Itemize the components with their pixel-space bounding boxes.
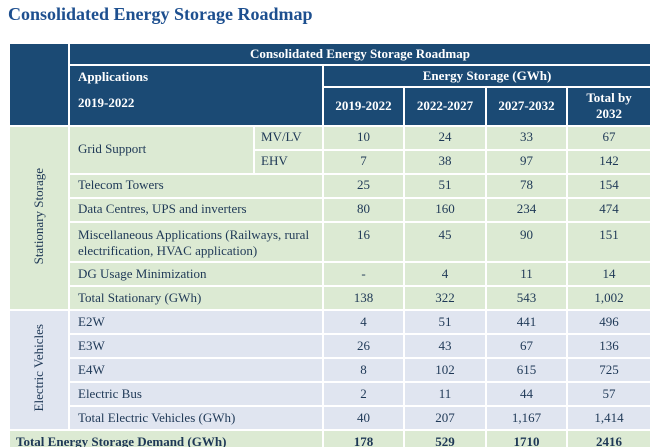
table-row: E4W 8 102 615 725 [9, 357, 653, 384]
value-cell: 24 [403, 124, 487, 151]
grand-total-value: 178 [322, 429, 405, 447]
value-cell: 33 [485, 124, 568, 151]
value-cell: 97 [485, 148, 568, 175]
table-row: E3W 26 43 67 136 [9, 333, 653, 360]
value-cell: 207 [403, 405, 487, 432]
value-cell: 67 [565, 124, 653, 151]
value-cell: 142 [565, 148, 653, 175]
value-cell: 322 [403, 285, 487, 312]
table-header-row-groups: Applications 2019-2022 Energy Storage (G… [9, 63, 653, 127]
app-label-cell: Miscellaneous Applications (Railways, ru… [68, 220, 324, 264]
value-cell: 234 [485, 196, 568, 223]
value-cell: 26 [322, 333, 405, 360]
grand-total-value: 529 [403, 429, 487, 447]
value-cell: 615 [485, 357, 568, 384]
value-cell: 40 [322, 405, 405, 432]
value-cell: 51 [403, 309, 487, 336]
value-cell: - [322, 261, 405, 288]
table-row: Total Stationary (GWh) 138 322 543 1,002 [9, 285, 653, 312]
value-cell: 4 [322, 309, 405, 336]
grand-total-label: Total Energy Storage Demand (GWh) [8, 429, 324, 447]
stationary-storage-vertical-label: Stationary Storage [30, 167, 46, 264]
value-cell: 11 [485, 261, 568, 288]
value-cell: 474 [565, 196, 653, 223]
section-label-electric-vehicles: Electric Vehicles [8, 309, 70, 432]
value-cell: 51 [403, 172, 487, 199]
app-label-cell: Telecom Towers [68, 172, 324, 199]
header-energy-storage: Energy Storage (GWh) [321, 63, 653, 89]
value-cell: 43 [403, 333, 487, 360]
electric-vehicles-vertical-label: Electric Vehicles [30, 324, 46, 412]
sub-label-cell: MV/LV [253, 124, 324, 151]
value-cell: 102 [403, 357, 487, 384]
app-label-cell: E3W [68, 333, 324, 360]
app-label-cell: E2W [68, 309, 324, 336]
header-corner-cell [8, 41, 70, 127]
app-label-cell: Grid Support [68, 124, 255, 175]
table-row: Electric Vehicles E2W 4 51 441 496 [8, 309, 653, 432]
applications-label: Applications [78, 68, 149, 84]
value-cell: 136 [565, 333, 653, 360]
period-column-header: 2019-2022 [322, 86, 405, 127]
value-cell: 725 [565, 357, 653, 384]
value-cell: 16 [322, 220, 405, 264]
app-label-cell: Data Centres, UPS and inverters [68, 196, 324, 223]
energy-storage-roadmap-table: Consolidated Energy Storage Roadmap Appl… [8, 41, 653, 447]
value-cell: 45 [403, 220, 487, 264]
period-column-header: Total by 2032 [565, 86, 653, 127]
header-applications-cell: Applications 2019-2022 [68, 63, 324, 127]
value-cell: 543 [485, 285, 568, 312]
table-row: Miscellaneous Applications (Railways, ru… [9, 220, 653, 264]
app-label-cell: Total Stationary (GWh) [68, 285, 324, 312]
value-cell: 160 [403, 196, 487, 223]
value-cell: 1,167 [485, 405, 568, 432]
value-cell: 78 [485, 172, 568, 199]
value-cell: 38 [403, 148, 487, 175]
app-label-cell: DG Usage Minimization [68, 261, 324, 288]
table-row: Telecom Towers 25 51 78 154 [9, 172, 653, 199]
table-header-row-periods: 2019-2022 2022-2027 2027-2032 Total by 2… [9, 86, 653, 127]
table-caption: Consolidated Energy Storage Roadmap [67, 41, 653, 66]
table-row: Data Centres, UPS and inverters 80 160 2… [9, 196, 653, 223]
value-cell: 80 [322, 196, 405, 223]
value-cell: 44 [485, 381, 568, 408]
table-row: Electric Bus 2 11 44 57 [9, 381, 653, 408]
applications-period-label: 2019-2022 [78, 95, 135, 111]
value-cell: 154 [565, 172, 653, 199]
value-cell: 2 [322, 381, 405, 408]
value-cell: 1,002 [565, 285, 653, 312]
grand-total-value: 2416 [565, 429, 653, 447]
table-row: DG Usage Minimization - 4 11 14 [9, 261, 653, 288]
value-cell: 496 [565, 309, 653, 336]
page-title: Consolidated Energy Storage Roadmap [8, 4, 313, 24]
app-label-cell: Total Electric Vehicles (GWh) [68, 405, 324, 432]
value-cell: 1,414 [565, 405, 653, 432]
value-cell: 90 [485, 220, 568, 264]
period-column-header: 2022-2027 [403, 86, 487, 127]
value-cell: 441 [485, 309, 568, 336]
table-row: Stationary Storage Grid Support MV/LV 10… [8, 124, 653, 312]
table-row: Total Electric Vehicles (GWh) 40 207 1,1… [9, 405, 653, 432]
period-column-header: 2027-2032 [485, 86, 568, 127]
value-cell: 25 [322, 172, 405, 199]
value-cell: 4 [403, 261, 487, 288]
grand-total-value: 1710 [485, 429, 568, 447]
value-cell: 7 [322, 148, 405, 175]
app-label-cell: E4W [68, 357, 324, 384]
value-cell: 138 [322, 285, 405, 312]
value-cell: 151 [565, 220, 653, 264]
value-cell: 14 [565, 261, 653, 288]
value-cell: 8 [322, 357, 405, 384]
app-label-cell: Electric Bus [68, 381, 324, 408]
value-cell: 11 [403, 381, 487, 408]
value-cell: 67 [485, 333, 568, 360]
sub-label-cell: EHV [253, 148, 324, 175]
value-cell: 10 [322, 124, 405, 151]
table-row: EHV 7 38 97 142 [9, 148, 653, 175]
section-label-stationary-storage: Stationary Storage [8, 124, 70, 312]
grand-total-row: Total Energy Storage Demand (GWh) 178 52… [8, 429, 653, 447]
value-cell: 57 [565, 381, 653, 408]
table-caption-row: Consolidated Energy Storage Roadmap [8, 41, 653, 127]
